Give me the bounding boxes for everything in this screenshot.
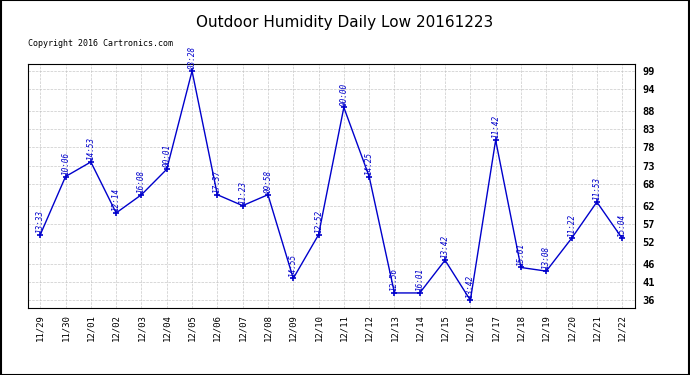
Text: 11:42: 11:42 — [491, 115, 500, 138]
Text: 09:58: 09:58 — [264, 170, 273, 193]
Text: Outdoor Humidity Daily Low 20161223: Outdoor Humidity Daily Low 20161223 — [197, 15, 493, 30]
Text: 17:37: 17:37 — [213, 170, 222, 193]
Text: 15:01: 15:01 — [516, 243, 526, 266]
Text: 13:08: 13:08 — [542, 246, 551, 269]
Text: 13:42: 13:42 — [466, 275, 475, 298]
Text: 11:53: 11:53 — [592, 177, 602, 200]
Text: 13:42: 13:42 — [440, 235, 450, 258]
Text: 10:06: 10:06 — [61, 152, 70, 175]
Text: 12:14: 12:14 — [112, 188, 121, 211]
Text: 14:55: 14:55 — [288, 254, 298, 277]
Text: 16:08: 16:08 — [137, 170, 146, 193]
Text: 11:23: 11:23 — [238, 181, 247, 204]
Text: Humidity  (%): Humidity (%) — [502, 24, 578, 34]
Text: 14:53: 14:53 — [86, 137, 95, 160]
Text: 15:04: 15:04 — [618, 213, 627, 237]
Text: 00:01: 00:01 — [162, 144, 171, 167]
Text: Copyright 2016 Cartronics.com: Copyright 2016 Cartronics.com — [28, 39, 172, 48]
Text: 14:25: 14:25 — [364, 152, 374, 175]
Text: 16:01: 16:01 — [415, 268, 424, 291]
Text: 00:00: 00:00 — [339, 82, 348, 106]
Text: 11:22: 11:22 — [567, 213, 576, 237]
Text: 12:56: 12:56 — [390, 268, 399, 291]
Text: 13:33: 13:33 — [36, 210, 45, 233]
Text: 03:28: 03:28 — [188, 46, 197, 69]
Text: 12:52: 12:52 — [314, 210, 323, 233]
